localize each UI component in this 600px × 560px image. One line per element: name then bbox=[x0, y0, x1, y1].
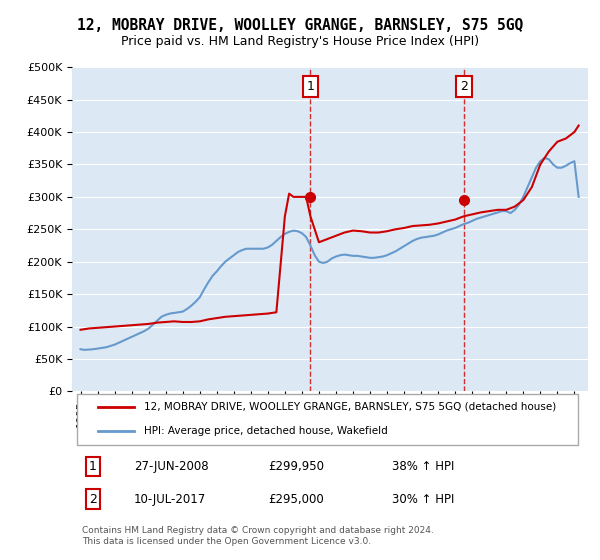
Text: 2: 2 bbox=[89, 492, 97, 506]
Text: 1: 1 bbox=[89, 460, 97, 473]
Text: HPI: Average price, detached house, Wakefield: HPI: Average price, detached house, Wake… bbox=[144, 426, 388, 436]
Text: 12, MOBRAY DRIVE, WOOLLEY GRANGE, BARNSLEY, S75 5GQ (detached house): 12, MOBRAY DRIVE, WOOLLEY GRANGE, BARNSL… bbox=[144, 402, 556, 412]
Text: 2: 2 bbox=[460, 80, 468, 93]
Text: £295,000: £295,000 bbox=[268, 492, 324, 506]
Text: 38% ↑ HPI: 38% ↑ HPI bbox=[392, 460, 454, 473]
Text: 10-JUL-2017: 10-JUL-2017 bbox=[134, 492, 206, 506]
Text: 30% ↑ HPI: 30% ↑ HPI bbox=[392, 492, 454, 506]
FancyBboxPatch shape bbox=[77, 394, 578, 445]
Text: Contains HM Land Registry data © Crown copyright and database right 2024.
This d: Contains HM Land Registry data © Crown c… bbox=[82, 526, 434, 545]
Text: 1: 1 bbox=[307, 80, 314, 93]
Text: 27-JUN-2008: 27-JUN-2008 bbox=[134, 460, 209, 473]
Text: Price paid vs. HM Land Registry's House Price Index (HPI): Price paid vs. HM Land Registry's House … bbox=[121, 35, 479, 49]
Text: £299,950: £299,950 bbox=[268, 460, 324, 473]
Text: 12, MOBRAY DRIVE, WOOLLEY GRANGE, BARNSLEY, S75 5GQ: 12, MOBRAY DRIVE, WOOLLEY GRANGE, BARNSL… bbox=[77, 18, 523, 32]
